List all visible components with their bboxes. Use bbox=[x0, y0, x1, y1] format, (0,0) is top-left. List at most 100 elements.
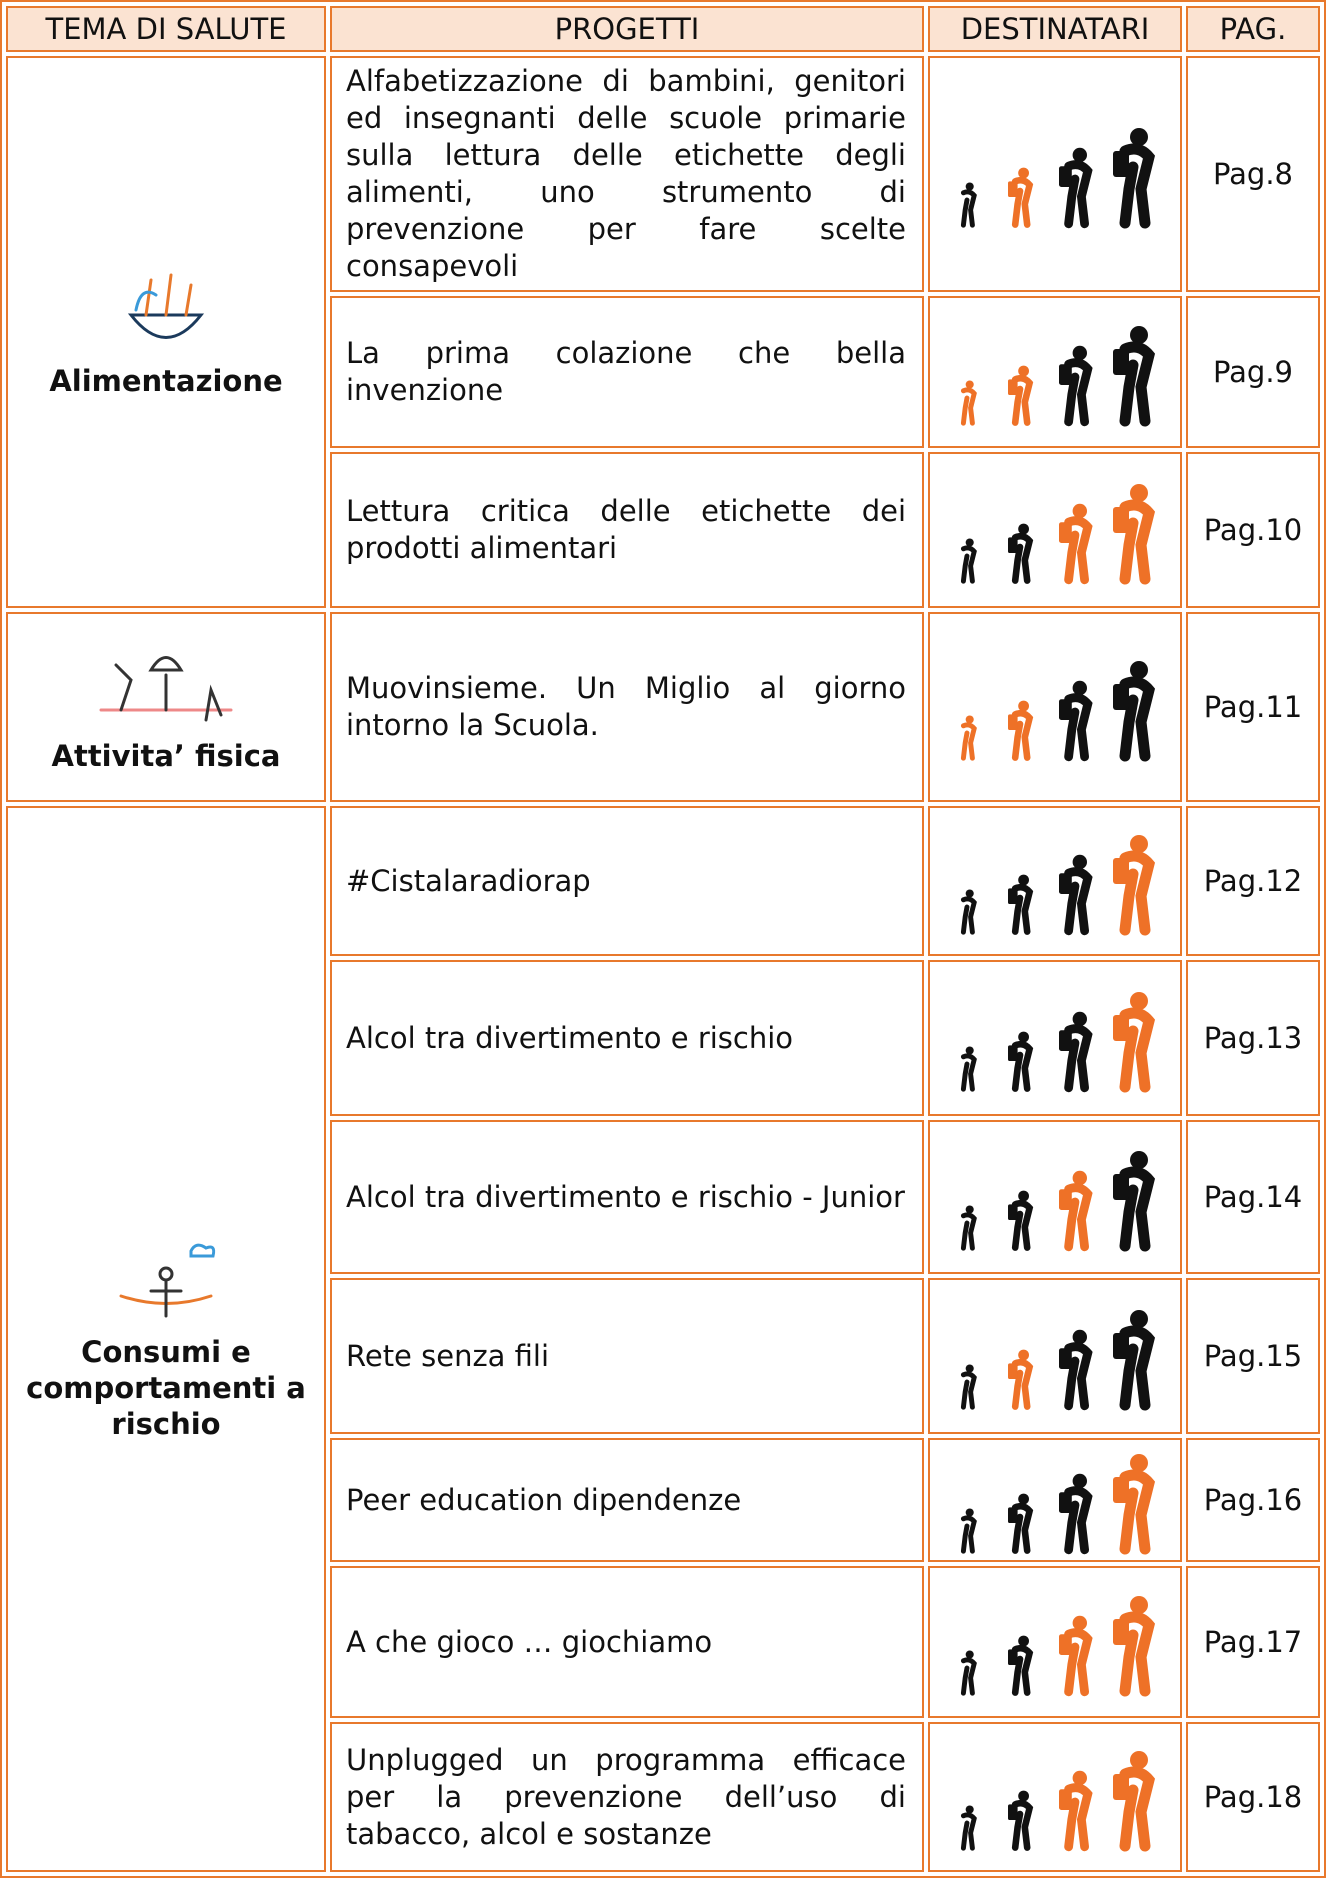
figure-body bbox=[1064, 1486, 1093, 1555]
figure-body bbox=[1119, 676, 1156, 762]
page-ref: Pag.17 bbox=[1186, 1566, 1320, 1718]
figure-head bbox=[965, 182, 974, 191]
audience-figure bbox=[960, 1046, 977, 1092]
figure-body bbox=[1064, 516, 1093, 585]
figure-head bbox=[965, 1508, 974, 1517]
figure-head bbox=[1018, 1190, 1029, 1202]
figure-pack bbox=[1008, 714, 1018, 730]
figure-body bbox=[1064, 358, 1093, 427]
figure-body bbox=[1011, 883, 1034, 935]
audience-cell bbox=[928, 1566, 1182, 1718]
figure-body bbox=[960, 1657, 977, 1696]
project-title: Alcol tra divertimento e rischio bbox=[330, 960, 924, 1116]
figure-head bbox=[965, 538, 974, 547]
audience-figure bbox=[1059, 1170, 1093, 1252]
audience-cell bbox=[928, 1438, 1182, 1562]
figure-pack bbox=[1008, 888, 1018, 904]
project-title: Peer education dipendenze bbox=[330, 1438, 924, 1562]
header-cell: DESTINATARI bbox=[928, 6, 1182, 52]
table-row: La prima colazione che bella invenzione P… bbox=[6, 296, 1320, 448]
figure-body bbox=[1119, 499, 1156, 585]
page-ref: Pag.13 bbox=[1186, 960, 1320, 1116]
figure-head bbox=[1130, 1596, 1148, 1614]
figure-head bbox=[1130, 128, 1148, 146]
figure-body bbox=[1119, 1166, 1156, 1252]
figure-body bbox=[1011, 1799, 1034, 1851]
figure-head bbox=[1072, 1615, 1087, 1631]
audience-icons bbox=[960, 326, 1156, 427]
audience-cell bbox=[928, 1120, 1182, 1274]
icon-stroke bbox=[144, 273, 193, 317]
figure-pack bbox=[1059, 1189, 1072, 1210]
icon-stroke bbox=[148, 656, 184, 712]
figure-pack bbox=[1059, 166, 1072, 187]
figure-pack bbox=[1059, 1789, 1072, 1810]
figure-head bbox=[1018, 1493, 1029, 1505]
table-row: Peer education dipendenze Pag.16 bbox=[6, 1438, 1320, 1562]
header-cell: TEMA DI SALUTE bbox=[6, 6, 326, 52]
audience-figure bbox=[1059, 1615, 1093, 1697]
theme-name: Attivita’ fisica bbox=[51, 739, 281, 773]
figure-body bbox=[1011, 176, 1034, 228]
audience-figure bbox=[960, 1805, 977, 1851]
table-row: Consumi e comportamenti a rischio #Cistal… bbox=[6, 806, 1320, 1872]
figure-head bbox=[965, 1364, 974, 1373]
figure-pack bbox=[1059, 699, 1072, 720]
audience-figure bbox=[1008, 167, 1034, 228]
figure-pack bbox=[1008, 1045, 1018, 1061]
audience-icons bbox=[960, 128, 1156, 229]
figure-head bbox=[1018, 167, 1029, 179]
icon-stroke bbox=[134, 290, 158, 312]
header-row: TEMA DI SALUTE PROGETTI DESTINATARI PAG. bbox=[6, 6, 1320, 52]
figure-pack bbox=[1059, 1030, 1072, 1051]
figure-body bbox=[1119, 1325, 1156, 1411]
figure-pack bbox=[1059, 1634, 1072, 1655]
project-title: Muovinsieme. Un Miglio al giorno intorno… bbox=[330, 612, 924, 802]
table-row: Attivita’ fisica Muovinsieme. Un Miglio a… bbox=[6, 612, 1320, 802]
figure-head bbox=[1018, 523, 1029, 535]
icon-stroke bbox=[127, 313, 205, 339]
figure-head bbox=[1018, 1031, 1029, 1043]
audience-figure bbox=[1059, 1011, 1093, 1093]
audience-figure bbox=[1008, 1493, 1034, 1554]
figure-pack bbox=[1059, 522, 1072, 543]
figure-body bbox=[1011, 1644, 1034, 1696]
audience-figure bbox=[960, 1364, 977, 1410]
audience-icons bbox=[960, 1454, 1156, 1555]
audience-cell bbox=[928, 1722, 1182, 1872]
table-row: Unplugged un programma efficace per la p… bbox=[6, 1722, 1320, 1872]
figure-head bbox=[1130, 1310, 1148, 1328]
figure-body bbox=[1119, 1007, 1156, 1093]
figure-head bbox=[1130, 1751, 1148, 1769]
theme-cell: Consumi e comportamenti a rischio bbox=[6, 806, 326, 1872]
table-row: Lettura critica delle etichette dei prod… bbox=[6, 452, 1320, 608]
figure-body bbox=[1119, 1469, 1156, 1555]
audience-figure bbox=[960, 1650, 977, 1696]
icon-head bbox=[158, 1266, 174, 1282]
audience-icons bbox=[960, 1151, 1156, 1252]
audience-figure bbox=[960, 182, 977, 228]
figure-body bbox=[1011, 709, 1034, 761]
project-title: Lettura critica delle etichette dei prod… bbox=[330, 452, 924, 608]
figure-body bbox=[1064, 1628, 1093, 1697]
project-title: Rete senza fili bbox=[330, 1278, 924, 1434]
figure-body bbox=[960, 896, 977, 935]
theme-name: Alimentazione bbox=[49, 364, 283, 398]
theme-icon bbox=[119, 1243, 216, 1318]
figure-pack bbox=[1113, 151, 1129, 177]
figure-body bbox=[960, 1053, 977, 1092]
figure-head bbox=[1018, 1349, 1029, 1361]
audience-cell bbox=[928, 612, 1182, 802]
audience-figure bbox=[1113, 326, 1156, 427]
audience-figure bbox=[1008, 1190, 1034, 1251]
theme-icon bbox=[127, 273, 205, 339]
figure-body bbox=[960, 545, 977, 584]
page-ref: Pag.12 bbox=[1186, 806, 1320, 956]
figure-body bbox=[1064, 1183, 1093, 1252]
figure-head bbox=[1130, 835, 1148, 853]
figure-pack bbox=[1113, 1774, 1129, 1800]
figure-head bbox=[965, 715, 974, 724]
figure-pack bbox=[1059, 873, 1072, 894]
figure-body bbox=[1011, 1358, 1034, 1410]
figure-pack bbox=[1059, 1492, 1072, 1513]
